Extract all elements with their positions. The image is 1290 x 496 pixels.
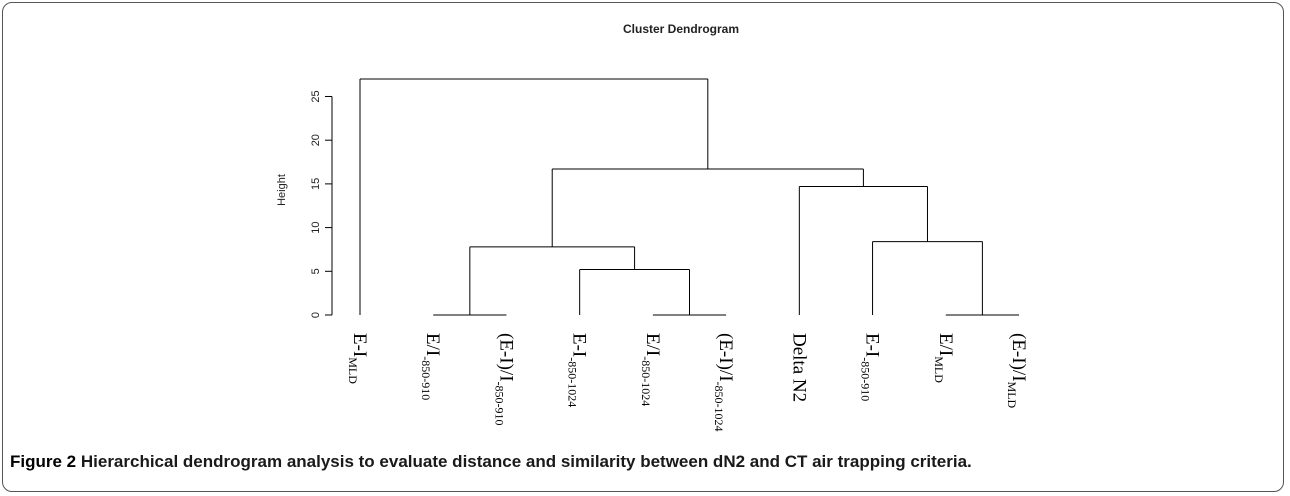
- leaf-label-text: (E-I)/I: [495, 333, 516, 382]
- leaf-label-text: E/I: [642, 333, 663, 356]
- y-tick-label: 0: [310, 312, 322, 318]
- leaf-label-text: Delta N2: [788, 333, 809, 402]
- leaf-label-sub: -850-910: [492, 382, 506, 426]
- leaf-label: (E-I)/I-850-910: [492, 333, 516, 426]
- leaf-label-sub: -850-1024: [712, 382, 726, 432]
- y-tick-label: 5: [310, 268, 322, 274]
- leaf-label: (E-I)/I-850-1024: [712, 333, 736, 432]
- leaf-label-text: (E-I)/I: [1008, 333, 1029, 382]
- chart-title: Cluster Dendrogram: [623, 22, 739, 36]
- leaf-label-text: E/I: [422, 333, 443, 356]
- y-tick-label: 25: [310, 90, 322, 102]
- leaf-label-sub: MLD: [346, 357, 360, 384]
- caption-label: Figure 2: [10, 452, 77, 471]
- leaf-label: Delta N2: [788, 333, 809, 402]
- leaf-label: E-I-850-910: [859, 333, 883, 401]
- chart: Cluster Dendrogram Height 0510152025E-IM…: [276, 22, 1029, 432]
- y-axis-label: Height: [276, 174, 288, 206]
- leaf-label-sub: -850-910: [419, 356, 433, 400]
- y-tick-label: 10: [310, 221, 322, 233]
- leaf-label: E-IMLD: [346, 333, 370, 384]
- leaf-label-text: E-I: [349, 333, 370, 357]
- leaf-label-text: (E-I)/I: [715, 333, 736, 382]
- caption-text: Hierarchical dendrogram analysis to eval…: [80, 452, 972, 471]
- leaf-label-sub: MLD: [1005, 382, 1019, 409]
- leaf-label-sub: MLD: [932, 356, 946, 383]
- leaf-label-sub: -850-1024: [639, 356, 653, 406]
- leaf-label-text: E-I: [862, 333, 883, 357]
- leaf-label: E/I-850-910: [419, 333, 443, 400]
- leaf-label: E/IMLD: [932, 333, 956, 383]
- leaf-label-sub: -850-1024: [566, 357, 580, 407]
- leaf-label-sub: -850-910: [859, 357, 873, 401]
- y-tick-label: 15: [310, 178, 322, 190]
- caption: Figure 2 Hierarchical dendrogram analysi…: [10, 452, 972, 472]
- leaf-label-text: E-I: [569, 333, 590, 357]
- leaf-label: E-I-850-1024: [566, 333, 590, 407]
- leaf-label: (E-I)/IMLD: [1005, 333, 1029, 409]
- y-tick-label: 20: [310, 134, 322, 146]
- leaf-label: E/I-850-1024: [639, 333, 663, 406]
- leaf-label-text: E/I: [935, 333, 956, 356]
